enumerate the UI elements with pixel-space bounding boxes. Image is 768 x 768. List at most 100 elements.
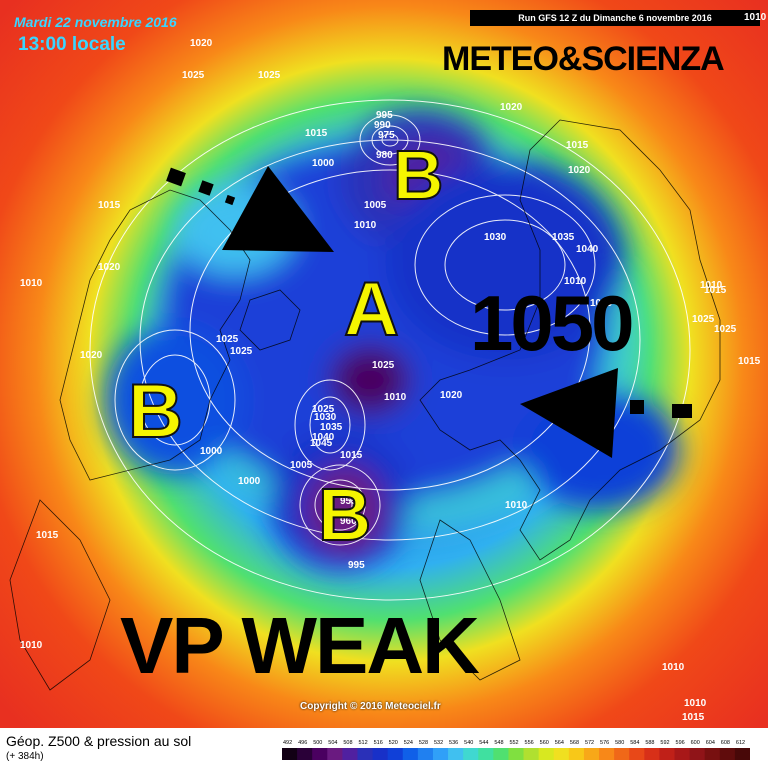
scale-swatch: [674, 748, 691, 760]
scale-tick-label: 524: [404, 740, 413, 746]
isobar-label: 1030: [484, 232, 507, 243]
headline: VP WEAK: [120, 601, 480, 690]
isobar-label: 1025: [182, 70, 205, 81]
copyright-notice: Copyright © 2016 Meteociel.fr: [300, 701, 441, 712]
isobar-label: 1015: [98, 200, 121, 211]
isobar-label: 1015: [340, 450, 363, 461]
scale-tick-label: 568: [570, 740, 579, 746]
isobar-label: 955: [340, 496, 357, 507]
scale-tick-label: 612: [736, 740, 745, 746]
scale-tick-label: 556: [525, 740, 534, 746]
arrow-east-dash-2: [672, 404, 692, 418]
field-title: Géop. Z500 & pression au sol: [6, 733, 192, 749]
isobar-label: 1025: [258, 70, 281, 81]
scale-tick-label: 516: [374, 740, 383, 746]
scale-swatch: [659, 748, 675, 760]
forecast-date: Mardi 22 novembre 2016: [14, 14, 177, 30]
isobar-label: 1015: [704, 285, 727, 296]
scale-tick-label: 496: [298, 740, 307, 746]
scale-tick-label: 580: [615, 740, 624, 746]
isobar-label: 995: [376, 110, 393, 121]
scale-swatch: [342, 748, 358, 760]
isobar-label: 980: [376, 150, 393, 161]
scale-swatch: [493, 748, 509, 760]
coastlines: [9, 119, 721, 691]
high-pressure-label: A: [343, 266, 400, 353]
arrow-east-dash-1: [630, 400, 644, 414]
isobar-label: 1010: [384, 392, 407, 403]
scale-swatch: [357, 748, 373, 760]
scale-swatch: [448, 748, 464, 760]
isobar-label: 1010: [505, 500, 528, 511]
isobar-label: 1015: [566, 140, 589, 151]
isobar-label: 1010: [564, 276, 587, 287]
scale-tick-label: 604: [706, 740, 715, 746]
isobar-label: 1020: [568, 165, 591, 176]
scale-swatch: [463, 748, 479, 760]
scale-swatch: [387, 748, 404, 760]
scale-swatch: [402, 748, 419, 760]
isobar-label: 1020: [98, 262, 121, 273]
color-scale: 492 496 500 504 508 512 516 520 524 528 532 536 540 5…: [282, 740, 750, 760]
scale-tick-label: 608: [721, 740, 730, 746]
low-pressure-label-north: B: [392, 135, 445, 215]
isobar-label: 1025: [692, 314, 715, 325]
scale-tick-label: 552: [509, 740, 518, 746]
scale-swatch: [372, 748, 389, 760]
isobar-label: 1015: [305, 128, 328, 139]
isobar-label: 1025: [230, 346, 253, 357]
high-pressure-value: 1050: [470, 279, 635, 367]
isobar-label: 1010: [354, 220, 377, 231]
scale-tick-label: 572: [585, 740, 594, 746]
scale-swatch: [644, 748, 660, 760]
isobar-label: 1030: [314, 412, 337, 423]
scale-swatch: [583, 748, 600, 760]
isobar-label: 1025: [714, 324, 737, 335]
arrows: [166, 166, 692, 458]
low-pressure-label-west: B: [127, 368, 184, 455]
scale-tick-label: 560: [540, 740, 549, 746]
scale-swatch: [629, 748, 645, 760]
isobar-label: 1035: [320, 422, 343, 433]
isobar-label: 1000: [238, 476, 261, 487]
isobar-label: 1005: [290, 460, 313, 471]
isobar-label: 1010: [700, 280, 723, 291]
scale-swatch: [704, 748, 721, 760]
arrow-east-triangle: [520, 368, 618, 458]
scale-swatch: [282, 748, 298, 760]
isobar-label: 1020: [80, 350, 103, 361]
scale-tick-label: 592: [660, 740, 669, 746]
scale-tick-label: 504: [328, 740, 337, 746]
lead-time: (+ 384h): [6, 751, 44, 762]
isobar-label: 1040: [590, 298, 613, 309]
scale-tick-label: 512: [358, 740, 367, 746]
isobar-label: 1000: [200, 446, 223, 457]
scale-tick-label: 564: [555, 740, 564, 746]
scale-tick-label: 536: [449, 740, 458, 746]
scale-tick-label: 520: [389, 740, 398, 746]
isobar-label: 1010: [662, 662, 685, 673]
isobar-label: 1020: [440, 390, 463, 401]
isobar-label: 1025: [216, 334, 239, 345]
isobar-label: 1015: [738, 356, 761, 367]
isobar-label: 1025: [312, 404, 335, 415]
scale-tick-label: 540: [464, 740, 473, 746]
scale-swatch: [508, 748, 524, 760]
scale-tick-label: 544: [479, 740, 488, 746]
forecast-time: 13:00 locale: [18, 34, 126, 55]
scale-tick-label: 596: [676, 740, 685, 746]
isobar-label: 995: [348, 560, 365, 571]
scale-tick-label: 500: [313, 740, 322, 746]
scale-swatch: [417, 748, 434, 760]
scale-swatch: [734, 748, 750, 760]
isobar-label: 1010: [20, 278, 43, 289]
isobar-label: 1020: [190, 38, 213, 49]
isobar-label: 1010: [684, 698, 707, 709]
isobar-label: 990: [374, 120, 391, 131]
scale-tick-label: 492: [283, 740, 292, 746]
scale-swatch: [689, 748, 706, 760]
scale-tick-label: 532: [434, 740, 443, 746]
isobar-label: 1010: [744, 12, 767, 23]
run-info-banner: Run GFS 12 Z du Dimanche 6 novembre 2016: [470, 10, 760, 26]
